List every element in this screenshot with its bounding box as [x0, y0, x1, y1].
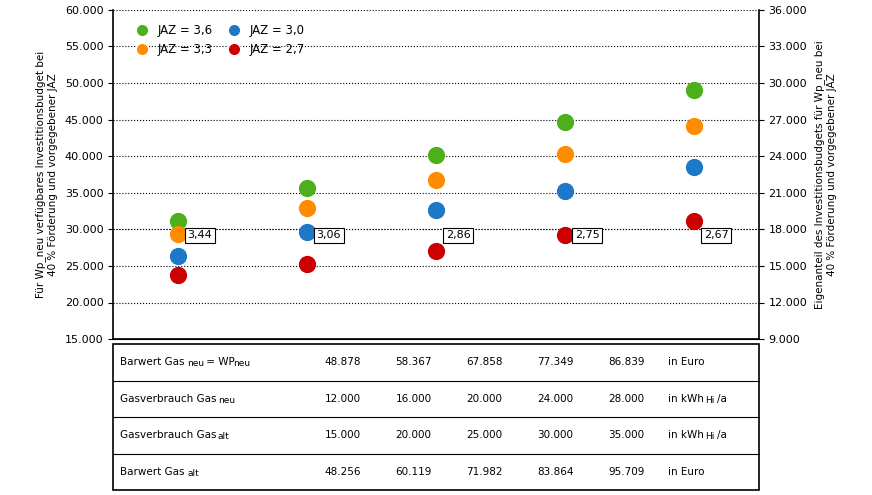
- Point: [429, 176, 443, 184]
- Text: Hi: Hi: [705, 396, 714, 405]
- Point: [687, 163, 701, 171]
- Text: in kWh: in kWh: [668, 430, 705, 440]
- Text: 95.709: 95.709: [608, 467, 644, 477]
- Text: 2,67: 2,67: [704, 231, 728, 241]
- Point: [171, 231, 185, 239]
- Text: alt: alt: [187, 469, 199, 478]
- Point: [429, 151, 443, 159]
- Text: 20.000: 20.000: [395, 430, 432, 440]
- Point: [429, 248, 443, 255]
- Y-axis label: Für Wp_neu verfügbares Investitionsbudget bei
40 % Förderung und vorgegebener JA: Für Wp_neu verfügbares Investitionsbudge…: [36, 51, 58, 298]
- Text: 12.000: 12.000: [324, 394, 360, 404]
- Text: in Euro: in Euro: [668, 357, 705, 367]
- Text: 16.000: 16.000: [395, 394, 432, 404]
- Text: 28.000: 28.000: [609, 394, 644, 404]
- Text: neu: neu: [234, 359, 250, 368]
- Point: [687, 122, 701, 130]
- Text: 15.000: 15.000: [324, 430, 360, 440]
- Text: 48.878: 48.878: [324, 357, 361, 367]
- Point: [687, 86, 701, 94]
- Point: [429, 206, 443, 214]
- Point: [558, 187, 572, 195]
- Text: = WP: = WP: [202, 357, 235, 367]
- Text: 67.858: 67.858: [467, 357, 502, 367]
- Text: Gasverbrauch Gas: Gasverbrauch Gas: [119, 430, 216, 440]
- Point: [171, 217, 185, 225]
- Text: 35.000: 35.000: [609, 430, 644, 440]
- Y-axis label: Eigenanteil des Investitionsbudgets für Wp_neu bei
40 % Förderung und vorgegeben: Eigenanteil des Investitionsbudgets für …: [814, 40, 837, 309]
- Point: [558, 150, 572, 158]
- Text: 24.000: 24.000: [537, 394, 574, 404]
- Point: [171, 271, 185, 279]
- Text: Barwert Gas: Barwert Gas: [119, 467, 184, 477]
- Text: Barwert Gas: Barwert Gas: [119, 357, 184, 367]
- Text: 30.000: 30.000: [537, 430, 574, 440]
- Text: 60.119: 60.119: [395, 467, 432, 477]
- Text: 77.349: 77.349: [537, 357, 574, 367]
- Text: 3,44: 3,44: [187, 231, 212, 241]
- Point: [558, 231, 572, 239]
- Point: [558, 118, 572, 126]
- Text: Hi: Hi: [705, 432, 714, 441]
- Text: 58.367: 58.367: [395, 357, 432, 367]
- Text: 2,86: 2,86: [446, 231, 470, 241]
- Point: [300, 184, 314, 192]
- Text: 48.256: 48.256: [324, 467, 361, 477]
- Text: in kWh: in kWh: [668, 394, 705, 404]
- Text: neu: neu: [187, 359, 204, 368]
- Text: 20.000: 20.000: [467, 394, 502, 404]
- Point: [300, 204, 314, 212]
- Text: neu: neu: [218, 396, 235, 405]
- Text: in Euro: in Euro: [668, 467, 705, 477]
- Text: 86.839: 86.839: [608, 357, 644, 367]
- Text: 83.864: 83.864: [537, 467, 574, 477]
- Text: alt: alt: [218, 432, 229, 441]
- Text: 2,75: 2,75: [575, 231, 599, 241]
- Text: /a: /a: [717, 430, 726, 440]
- Text: 71.982: 71.982: [467, 467, 502, 477]
- Text: 25.000: 25.000: [467, 430, 502, 440]
- Point: [687, 217, 701, 225]
- Text: 3,06: 3,06: [317, 231, 341, 241]
- Point: [171, 252, 185, 260]
- Text: /a: /a: [717, 394, 726, 404]
- Point: [300, 228, 314, 236]
- Text: Gasverbrauch Gas: Gasverbrauch Gas: [119, 394, 216, 404]
- Legend: JAZ = 3,6, JAZ = 3,3, JAZ = 3,0, JAZ = 2,7: JAZ = 3,6, JAZ = 3,3, JAZ = 3,0, JAZ = 2…: [126, 19, 310, 60]
- Point: [300, 260, 314, 268]
